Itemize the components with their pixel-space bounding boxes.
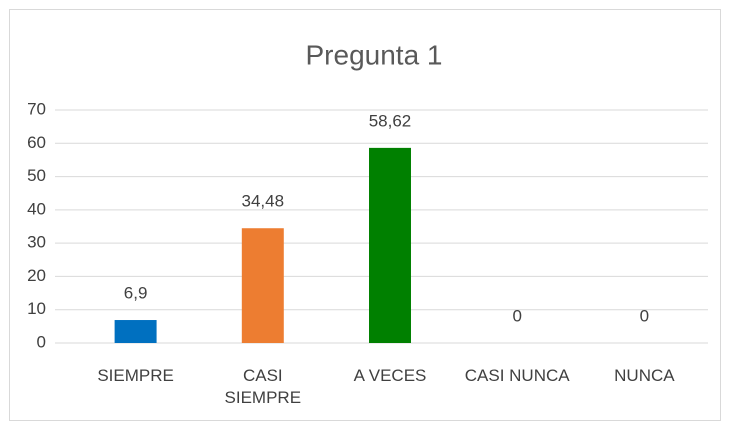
x-tick-label: NUNCA (614, 366, 675, 385)
chart-title: Pregunta 1 (306, 39, 443, 70)
y-tick-label: 70 (27, 99, 46, 118)
value-label: 0 (640, 306, 649, 325)
y-tick-label: 10 (27, 299, 46, 318)
y-tick-label: 30 (27, 233, 46, 252)
bar (241, 228, 284, 343)
y-tick-label: 0 (37, 332, 46, 351)
y-tick-label: 40 (27, 199, 46, 218)
x-tick-label: CASI NUNCA (464, 366, 570, 385)
chart-border (9, 9, 721, 421)
y-tick-label: 60 (27, 133, 46, 152)
y-tick-label: 20 (27, 266, 46, 285)
value-label: 34,48 (242, 192, 285, 211)
x-tick-label: CASI SIEMPRE (224, 366, 302, 407)
value-label: 0 (512, 306, 521, 325)
value-label: 58,62 (369, 111, 412, 130)
bar (114, 320, 157, 343)
bar (369, 147, 411, 343)
value-label: 6,9 (124, 284, 148, 303)
x-tick-label: A VECES (353, 366, 427, 385)
y-tick-label: 50 (27, 166, 46, 185)
x-tick-label: SIEMPRE (97, 366, 174, 385)
